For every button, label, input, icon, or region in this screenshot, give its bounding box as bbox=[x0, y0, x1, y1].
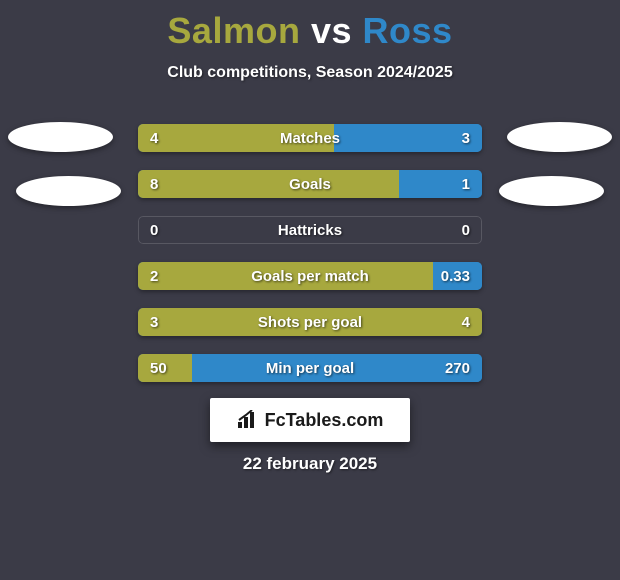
bar-fill-player2 bbox=[399, 170, 482, 198]
player2-avatar-placeholder-1 bbox=[507, 122, 612, 152]
bar-row: 00Hattricks bbox=[138, 216, 482, 244]
bar-empty-track bbox=[138, 216, 482, 244]
bar-fill-player2 bbox=[433, 262, 482, 290]
bar-fill-player2 bbox=[334, 124, 482, 152]
player1-name: Salmon bbox=[167, 10, 300, 51]
bar-row: 50270Min per goal bbox=[138, 354, 482, 382]
subtitle: Club competitions, Season 2024/2025 bbox=[0, 64, 620, 82]
bar-fill-player1 bbox=[138, 354, 192, 382]
player2-name: Ross bbox=[363, 10, 453, 51]
logo: FcTables.com bbox=[210, 398, 410, 442]
vs-label: vs bbox=[311, 10, 352, 51]
logo-text: FcTables.com bbox=[265, 410, 384, 431]
bar-fill-player1 bbox=[138, 170, 399, 198]
bar-row: 20.33Goals per match bbox=[138, 262, 482, 290]
bar-fill-player1 bbox=[138, 308, 482, 336]
player1-avatar-placeholder-2 bbox=[16, 176, 121, 206]
bar-fill-player1 bbox=[138, 262, 433, 290]
date: 22 february 2025 bbox=[0, 454, 620, 474]
comparison-bars: 43Matches 81Goals 00Hattricks 20.33Goals pe… bbox=[138, 124, 482, 400]
bar-fill-player2 bbox=[192, 354, 482, 382]
bar-row: 34Shots per goal bbox=[138, 308, 482, 336]
bar-row: 81Goals bbox=[138, 170, 482, 198]
title: Salmon vs Ross bbox=[0, 0, 620, 52]
bar-fill-player1 bbox=[138, 124, 334, 152]
chart-icon bbox=[237, 410, 259, 430]
bar-row: 43Matches bbox=[138, 124, 482, 152]
player1-avatar-placeholder-1 bbox=[8, 122, 113, 152]
player2-avatar-placeholder-2 bbox=[499, 176, 604, 206]
